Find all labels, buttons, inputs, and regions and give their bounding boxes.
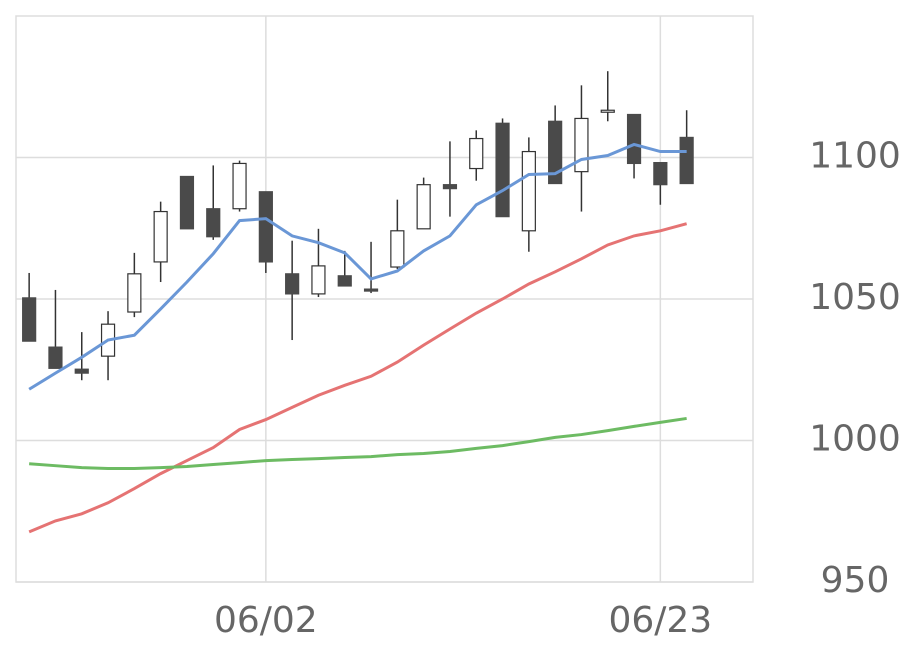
candle-body — [626, 113, 642, 165]
candle-body — [22, 297, 37, 342]
candle-body — [258, 191, 273, 263]
y-tick-label: 1100 — [809, 136, 901, 177]
y-tick-label: 950 — [821, 560, 890, 601]
candle-body — [127, 273, 142, 313]
candle-body — [521, 150, 536, 232]
candle-body — [285, 273, 300, 295]
candle-body — [600, 109, 615, 113]
candle-body — [442, 184, 458, 190]
candle-body — [469, 137, 484, 170]
candle-body — [74, 368, 89, 374]
x-tick-label: 06/23 — [608, 600, 712, 641]
candle-body — [363, 288, 379, 292]
x-tick-label: 06/02 — [214, 600, 318, 641]
candle-body — [311, 265, 326, 295]
candle-body — [232, 162, 247, 210]
candle-body — [679, 136, 694, 185]
candle-body — [495, 122, 510, 218]
y-tick-label: 1000 — [809, 419, 901, 460]
moving-average-line — [29, 416, 687, 471]
candle-body — [548, 120, 563, 185]
y-tick-label: 1050 — [809, 277, 901, 318]
candle-body — [153, 210, 168, 263]
candle-body — [416, 184, 431, 230]
candle-body — [179, 175, 195, 230]
candle-body — [574, 117, 589, 173]
candle-body — [337, 275, 352, 287]
candle-body — [206, 208, 221, 238]
moving-average-line — [28, 142, 687, 391]
candle-body — [390, 230, 405, 268]
moving-average-line — [28, 222, 688, 534]
candle-body — [653, 161, 668, 186]
candle-body — [48, 346, 63, 369]
